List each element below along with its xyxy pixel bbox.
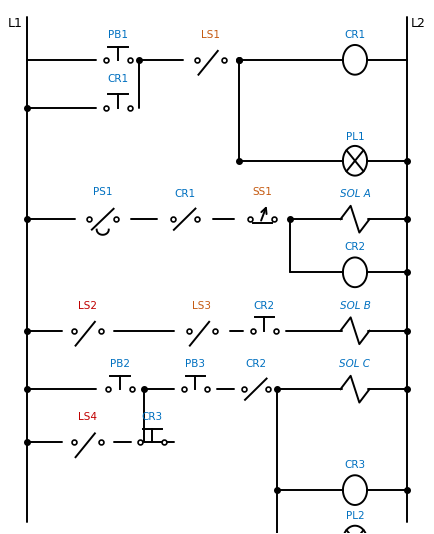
Text: PB1: PB1 (108, 29, 128, 40)
Text: LS4: LS4 (78, 412, 97, 422)
Text: SOL A: SOL A (339, 189, 371, 199)
Text: LS3: LS3 (192, 301, 211, 311)
Text: CR2: CR2 (254, 301, 275, 311)
Text: CR1: CR1 (107, 74, 128, 84)
Text: CR2: CR2 (345, 242, 365, 252)
Text: SOL B: SOL B (339, 301, 371, 311)
Text: PB2: PB2 (110, 359, 130, 369)
Text: CR3: CR3 (345, 460, 365, 470)
Text: CR2: CR2 (245, 359, 266, 369)
Text: L1: L1 (8, 17, 23, 30)
Text: PL1: PL1 (345, 132, 364, 142)
Text: SS1: SS1 (252, 187, 272, 197)
Text: LS1: LS1 (201, 29, 220, 40)
Text: PL2: PL2 (345, 512, 364, 522)
Text: PS1: PS1 (93, 187, 112, 197)
Text: PB3: PB3 (185, 359, 205, 369)
Text: L2: L2 (411, 17, 426, 30)
Text: SOL C: SOL C (339, 359, 371, 369)
Text: LS2: LS2 (78, 301, 97, 311)
Text: CR1: CR1 (345, 29, 365, 40)
Text: CR3: CR3 (142, 412, 163, 422)
Text: CR1: CR1 (174, 189, 195, 199)
